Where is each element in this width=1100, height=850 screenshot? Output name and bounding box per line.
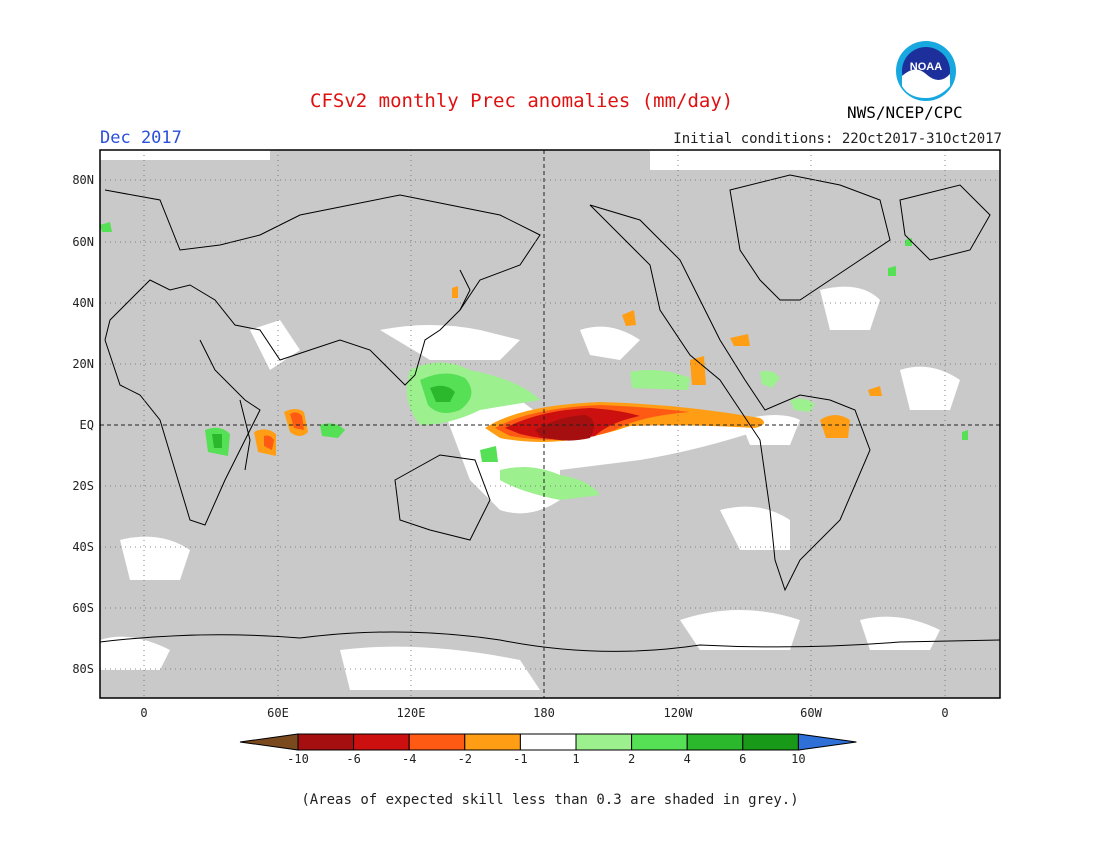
colorbar-swatch (297, 733, 355, 751)
colorbar-tick-label: -2 (458, 752, 472, 766)
skill-footnote: (Areas of expected skill less than 0.3 a… (301, 792, 799, 808)
lon-label: 60E (267, 706, 289, 720)
colorbar-swatch (353, 733, 410, 751)
coastlines (100, 174, 1000, 652)
lon-label: 0 (941, 706, 948, 720)
dry-anomaly-regions (254, 286, 882, 456)
colorbar-arrow-high (797, 733, 857, 751)
lat-label: 40S (72, 540, 94, 554)
colorbar-swatch (631, 733, 688, 751)
initial-conditions: Initial conditions: 22Oct2017-31Oct2017 (673, 131, 1002, 147)
lat-label: 60N (72, 235, 94, 249)
lat-label: 80N (72, 173, 94, 187)
colorbar-tick-label: 6 (739, 752, 746, 766)
logo-text: NOAA (910, 61, 942, 73)
lat-label: 40N (72, 296, 94, 310)
colorbar-swatch (742, 733, 799, 751)
lon-label: 0 (140, 706, 147, 720)
colorbar-tick-label: -10 (287, 752, 309, 766)
colorbar-swatch (575, 733, 633, 751)
lat-label: 20S (72, 479, 94, 493)
colorbar-swatch (408, 733, 466, 751)
lon-label: 120E (397, 706, 426, 720)
colorbar-tick-label: -1 (513, 752, 527, 766)
lon-label: 60W (800, 706, 822, 720)
colorbar-swatch (686, 733, 744, 751)
lat-label: 80S (72, 662, 94, 676)
map-frame (99, 149, 1001, 699)
lat-label: EQ (80, 418, 94, 432)
lon-label: 120W (664, 706, 694, 720)
agency-label: NWS/NCEP/CPC (847, 103, 963, 122)
colorbar-tick-label: -4 (402, 752, 416, 766)
lat-lon-grid (100, 150, 1000, 698)
forecast-month: Dec 2017 (100, 128, 182, 148)
noaa-logo-icon: NOAA (896, 41, 956, 101)
lon-label: 180 (533, 706, 555, 720)
map-title: CFSv2 monthly Prec anomalies (mm/day) (310, 90, 734, 112)
wet-anomaly-regions (100, 222, 968, 500)
colorbar-tick-label: 1 (572, 752, 579, 766)
latitude-labels: 80N 60N 40N 20N EQ 20S 40S 60S 80S (72, 173, 94, 676)
equator-dateline (100, 150, 1000, 698)
colorbar: -10 -6 -4 -2 -1 1 2 4 6 10 (239, 733, 857, 766)
colorbar-swatch (519, 733, 577, 751)
lat-label: 60S (72, 601, 94, 615)
colorbar-tick-label: 4 (684, 752, 691, 766)
colorbar-tick-label: -6 (346, 752, 360, 766)
colorbar-swatch (464, 733, 521, 751)
colorbar-arrow-low (239, 733, 299, 751)
lat-label: 20N (72, 357, 94, 371)
longitude-labels: 0 60E 120E 180 120W 60W 0 (140, 706, 948, 720)
colorbar-tick-label: 2 (628, 752, 635, 766)
colorbar-tick-label: 10 (791, 752, 805, 766)
